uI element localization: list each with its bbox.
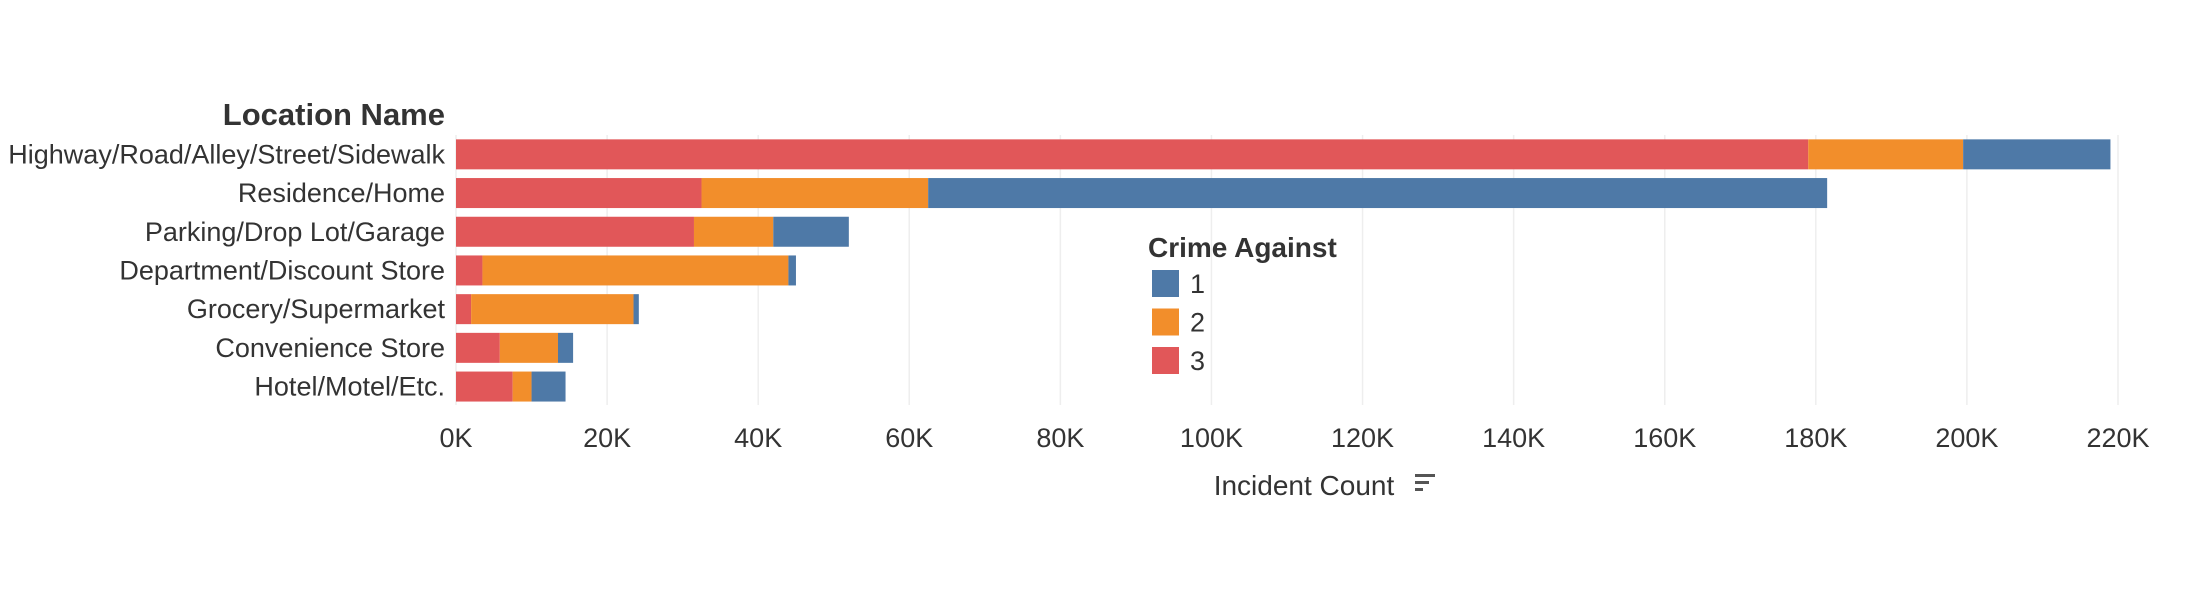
bar-segment[interactable] [557, 332, 574, 363]
category-label: Convenience Store [215, 333, 445, 363]
bar-segment[interactable] [531, 371, 566, 402]
category-label: Parking/Drop Lot/Garage [145, 217, 445, 247]
bar-segment[interactable] [512, 371, 532, 402]
category-label: Department/Discount Store [119, 255, 445, 285]
x-tick-label: 200K [1935, 423, 1998, 453]
legend-label: 1 [1190, 269, 1205, 299]
x-tick-label: 80K [1036, 423, 1084, 453]
x-axis-ticks: 0K 20K 40K 60K 80K 100K 120K 140K 160K 180K 200K 22… [439, 423, 2149, 453]
legend-title: Crime Against [1148, 232, 1337, 263]
bar-segment[interactable] [456, 332, 500, 363]
legend-swatch [1152, 308, 1179, 336]
bar-segment[interactable] [456, 371, 513, 402]
bars [456, 139, 2111, 402]
x-axis-title: Incident Count [1214, 470, 1395, 501]
category-label: Highway/Road/Alley/Street/Sidewalk [8, 139, 445, 169]
x-tick-label: 120K [1331, 423, 1394, 453]
category-label: Hotel/Motel/Etc. [254, 372, 445, 402]
x-tick-label: 40K [734, 423, 782, 453]
bar-segment[interactable] [633, 294, 639, 325]
bar-segment[interactable] [928, 178, 1828, 209]
legend-swatch [1152, 347, 1179, 374]
x-tick-label: 220K [2086, 423, 2149, 453]
bar-segment[interactable] [773, 216, 849, 247]
bar-segment[interactable] [456, 139, 1809, 170]
bar-segment[interactable] [471, 294, 634, 325]
bar-segment[interactable] [1963, 139, 2111, 170]
bar-segment[interactable] [693, 216, 774, 247]
bar-segment[interactable] [456, 294, 472, 325]
x-tick-label: 60K [885, 423, 933, 453]
bar-segment[interactable] [1808, 139, 1964, 170]
bar-segment[interactable] [482, 255, 789, 286]
category-label: Grocery/Supermarket [187, 294, 446, 324]
category-labels: Highway/Road/Alley/Street/Sidewalk Reside… [8, 139, 445, 401]
bar-segment[interactable] [788, 255, 796, 286]
sort-descending-icon[interactable] [1415, 474, 1435, 491]
category-label: Residence/Home [238, 178, 445, 208]
row-header-title: Location Name [223, 97, 445, 132]
legend: Crime Against 1 2 3 [1148, 232, 1337, 376]
x-tick-label: 100K [1180, 423, 1243, 453]
x-tick-label: 140K [1482, 423, 1545, 453]
bar-segment[interactable] [456, 255, 483, 286]
bar-segment[interactable] [456, 178, 702, 209]
bar-segment[interactable] [701, 178, 929, 209]
x-tick-label: 180K [1784, 423, 1847, 453]
x-tick-label: 0K [439, 423, 472, 453]
legend-label: 2 [1190, 308, 1205, 338]
x-tick-label: 20K [583, 423, 631, 453]
x-tick-label: 160K [1633, 423, 1696, 453]
legend-label: 3 [1190, 346, 1205, 376]
bar-segment[interactable] [456, 216, 694, 247]
legend-swatch [1152, 270, 1179, 297]
bar-segment[interactable] [499, 332, 558, 363]
